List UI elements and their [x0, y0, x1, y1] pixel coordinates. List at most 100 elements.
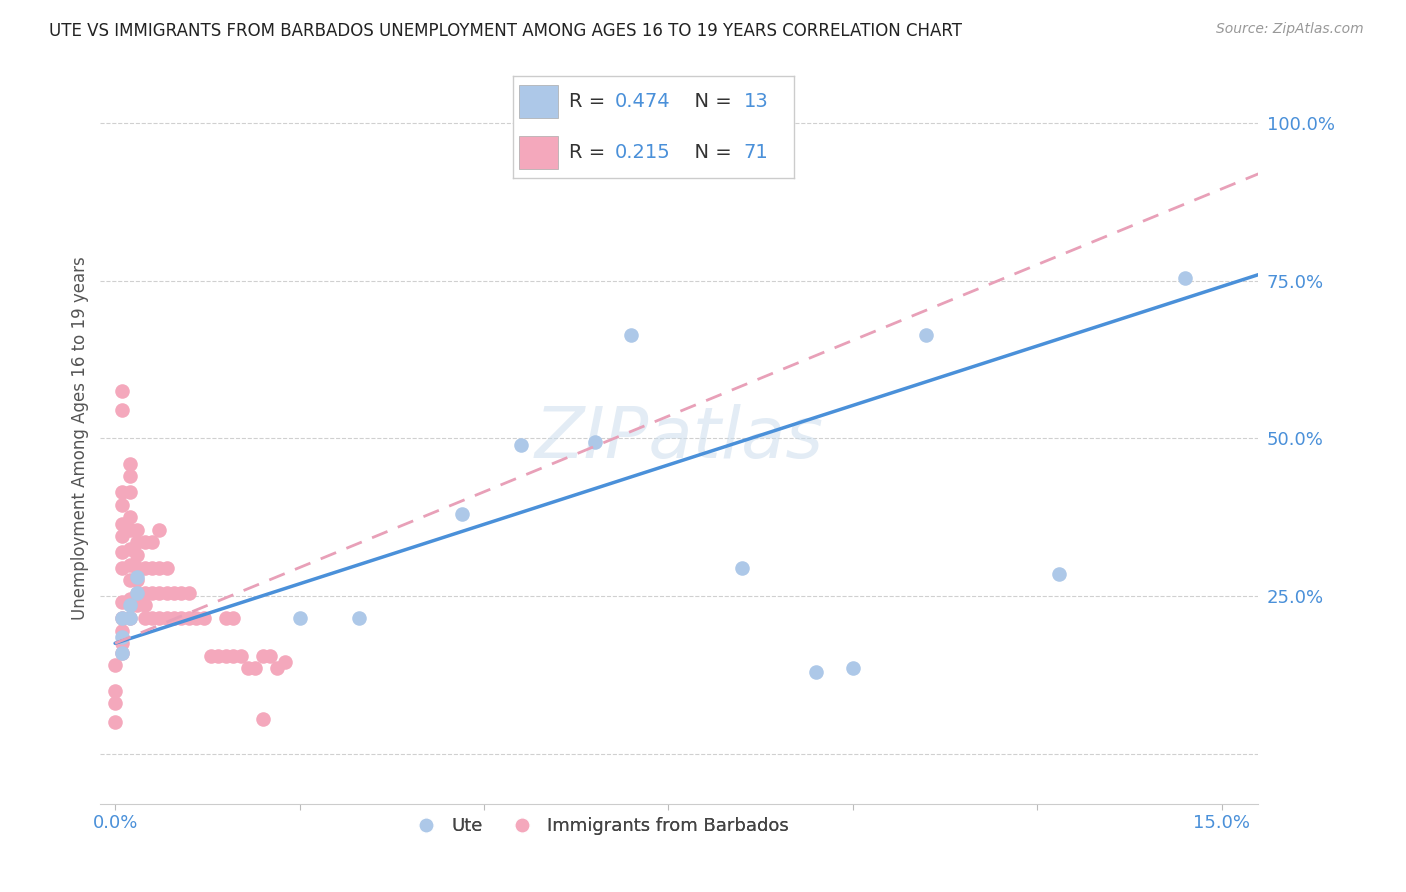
Point: [141, 560, 163, 574]
Point: [841, 661, 863, 675]
Text: Source: ZipAtlas.com: Source: ZipAtlas.com: [1216, 22, 1364, 37]
Point: [127, 574, 149, 588]
Point: [118, 592, 141, 607]
Point: [148, 560, 170, 574]
Point: [156, 560, 179, 574]
Point: [111, 646, 134, 660]
Text: R =: R =: [569, 144, 612, 162]
Point: [170, 611, 193, 625]
Point: [127, 586, 149, 600]
Point: [915, 327, 938, 342]
Point: [148, 586, 170, 600]
Point: [236, 661, 259, 675]
Point: [104, 696, 127, 710]
Point: [731, 560, 754, 574]
Point: [229, 648, 252, 663]
Point: [148, 611, 170, 625]
Point: [118, 599, 141, 613]
Text: N =: N =: [682, 92, 738, 111]
Point: [111, 624, 134, 638]
Point: [266, 661, 288, 675]
Point: [177, 611, 200, 625]
Point: [207, 648, 229, 663]
Point: [118, 523, 141, 537]
Point: [1174, 270, 1197, 285]
Point: [252, 648, 274, 663]
Point: [127, 599, 149, 613]
Point: [111, 498, 134, 512]
Point: [118, 574, 141, 588]
Point: [127, 548, 149, 562]
Text: R =: R =: [569, 92, 612, 111]
Point: [163, 611, 186, 625]
Point: [118, 485, 141, 500]
Point: [215, 611, 238, 625]
Point: [252, 712, 274, 726]
Point: [141, 611, 163, 625]
Point: [118, 611, 141, 625]
Point: [804, 665, 827, 679]
Point: [141, 535, 163, 549]
Point: [111, 646, 134, 660]
Text: N =: N =: [682, 144, 738, 162]
Point: [347, 611, 370, 625]
Point: [111, 485, 134, 500]
Point: [259, 648, 281, 663]
Point: [620, 327, 643, 342]
FancyBboxPatch shape: [519, 85, 558, 118]
Text: ZIPatlas: ZIPatlas: [534, 404, 824, 473]
Point: [134, 611, 156, 625]
Point: [193, 611, 215, 625]
Point: [104, 658, 127, 673]
Point: [118, 510, 141, 524]
Point: [118, 558, 141, 572]
Point: [118, 469, 141, 483]
Point: [118, 611, 141, 625]
Point: [127, 535, 149, 549]
FancyBboxPatch shape: [519, 136, 558, 169]
Point: [186, 611, 208, 625]
Point: [170, 586, 193, 600]
Point: [215, 648, 238, 663]
Point: [111, 384, 134, 399]
Point: [134, 535, 156, 549]
Point: [111, 611, 134, 625]
Point: [583, 434, 606, 449]
Point: [127, 523, 149, 537]
Y-axis label: Unemployment Among Ages 16 to 19 years: Unemployment Among Ages 16 to 19 years: [72, 257, 89, 620]
Point: [104, 683, 127, 698]
Point: [118, 541, 141, 556]
Point: [274, 655, 297, 669]
Point: [288, 611, 311, 625]
Point: [156, 611, 179, 625]
Point: [118, 457, 141, 471]
Point: [111, 545, 134, 559]
Point: [156, 586, 179, 600]
Point: [111, 595, 134, 609]
Point: [200, 648, 222, 663]
Legend: Ute, Immigrants from Barbados: Ute, Immigrants from Barbados: [401, 810, 796, 842]
Point: [1047, 566, 1070, 581]
Point: [111, 630, 134, 644]
Text: UTE VS IMMIGRANTS FROM BARBADOS UNEMPLOYMENT AMONG AGES 16 TO 19 YEARS CORRELATI: UTE VS IMMIGRANTS FROM BARBADOS UNEMPLOY…: [49, 22, 962, 40]
Point: [104, 714, 127, 729]
Text: 0.474: 0.474: [614, 92, 671, 111]
Point: [127, 560, 149, 574]
Point: [111, 560, 134, 574]
Point: [222, 648, 245, 663]
Point: [141, 586, 163, 600]
Point: [450, 507, 472, 521]
Point: [134, 560, 156, 574]
Point: [768, 132, 790, 146]
Text: 0.215: 0.215: [614, 144, 671, 162]
Point: [177, 586, 200, 600]
Point: [134, 586, 156, 600]
Point: [111, 611, 134, 625]
Point: [134, 599, 156, 613]
Point: [111, 529, 134, 543]
Text: 71: 71: [744, 144, 769, 162]
Text: 13: 13: [744, 92, 769, 111]
Point: [148, 523, 170, 537]
Point: [127, 570, 149, 584]
Point: [127, 586, 149, 600]
